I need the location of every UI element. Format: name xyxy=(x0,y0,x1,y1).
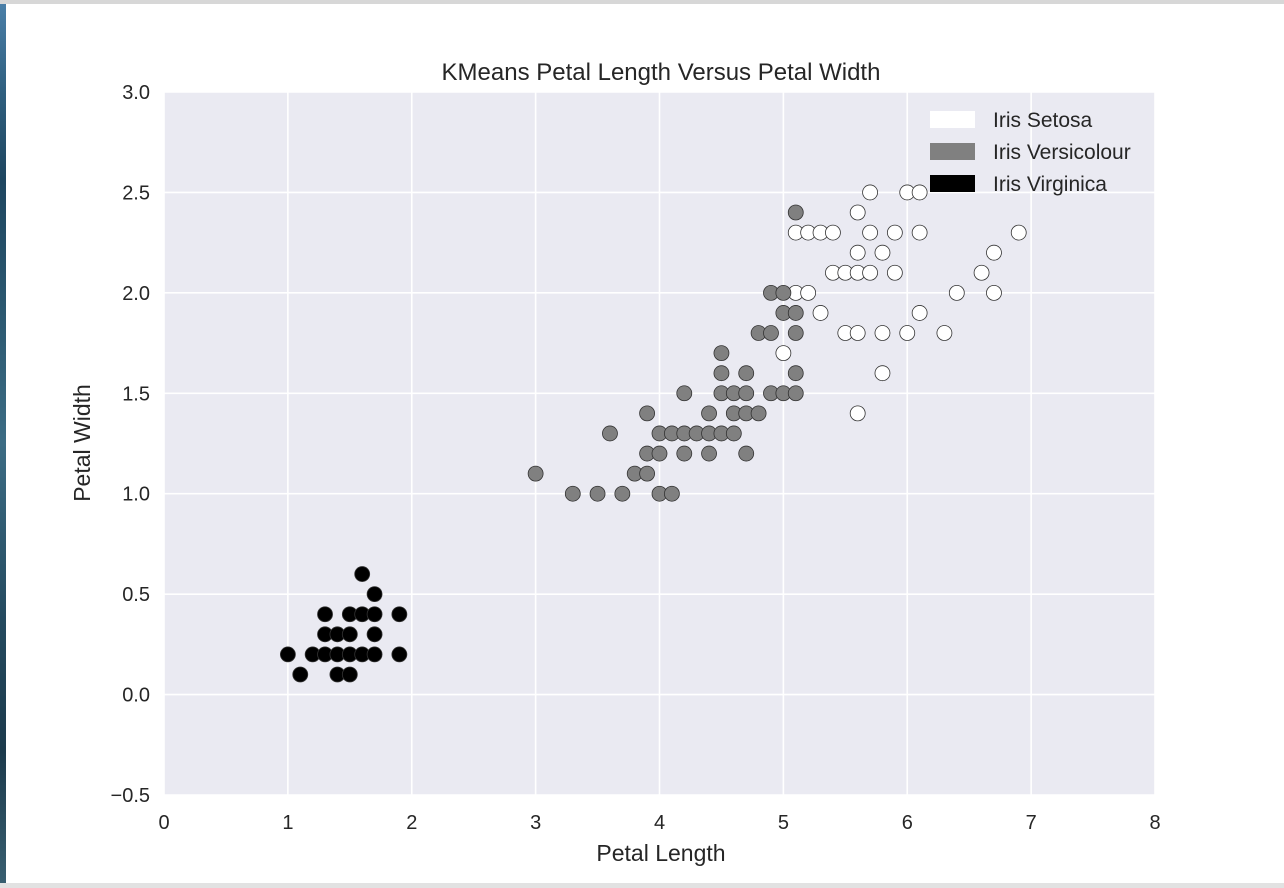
data-point-iris-setosa xyxy=(862,184,878,201)
data-point-iris-setosa xyxy=(973,264,990,281)
x-tick-label: 8 xyxy=(1149,812,1160,834)
data-point-iris-virginica xyxy=(341,666,358,683)
data-point-iris-versicolour xyxy=(738,385,755,402)
legend-label-virginica: Iris Virginica xyxy=(993,173,1107,196)
data-point-iris-versicolour xyxy=(787,365,804,382)
data-point-iris-setosa xyxy=(911,184,928,201)
data-point-iris-versicolour xyxy=(602,425,618,442)
x-tick-label: 4 xyxy=(654,812,665,834)
data-point-iris-versicolour xyxy=(589,485,606,502)
data-point-iris-versicolour xyxy=(713,365,730,382)
data-point-iris-setosa xyxy=(775,345,792,362)
data-point-iris-setosa xyxy=(948,284,965,301)
data-point-iris-versicolour xyxy=(676,385,693,402)
x-tick-label: 3 xyxy=(530,812,541,834)
data-point-iris-setosa xyxy=(849,325,866,341)
data-point-iris-setosa xyxy=(825,224,841,241)
data-point-iris-setosa xyxy=(874,325,891,341)
data-point-iris-versicolour xyxy=(651,445,668,462)
data-point-iris-versicolour xyxy=(713,345,730,362)
data-point-iris-setosa xyxy=(886,264,903,281)
data-point-iris-setosa xyxy=(849,204,866,221)
x-axis-title: Petal Length xyxy=(596,840,725,866)
chart-title: KMeans Petal Length Versus Petal Width xyxy=(442,59,881,86)
data-point-iris-versicolour xyxy=(738,445,755,462)
data-point-iris-setosa xyxy=(874,244,891,261)
data-point-iris-virginica xyxy=(391,646,408,663)
data-point-iris-versicolour xyxy=(787,204,804,221)
data-point-iris-setosa xyxy=(911,305,928,321)
tick-labels-layer: 0 1 2 3 4 5 6 7 8 −0.5 0.0 0.5 1.0 1.5 2.0 2.5 3.0 xyxy=(111,82,1161,834)
data-point-iris-virginica xyxy=(366,626,383,643)
legend-label-versicolour: Iris Versicolour xyxy=(993,141,1131,164)
data-point-iris-virginica xyxy=(279,646,296,663)
data-point-iris-versicolour xyxy=(787,305,804,321)
y-tick-label: 0.0 xyxy=(122,685,150,707)
data-point-iris-setosa xyxy=(986,284,1002,301)
data-point-iris-virginica xyxy=(354,566,371,582)
x-tick-label: 0 xyxy=(158,812,169,834)
data-point-iris-virginica xyxy=(341,626,358,643)
y-axis-title: Petal Width xyxy=(69,384,95,502)
data-point-iris-versicolour xyxy=(639,405,656,422)
data-point-iris-virginica xyxy=(366,586,383,603)
x-tick-label: 5 xyxy=(778,812,789,834)
window-top-border xyxy=(0,0,1284,4)
legend-swatch-setosa xyxy=(930,111,975,128)
data-point-iris-setosa xyxy=(886,224,903,241)
data-point-iris-virginica xyxy=(391,606,408,623)
y-tick-label: 2.5 xyxy=(122,182,150,204)
data-point-iris-versicolour xyxy=(787,385,804,402)
window-left-edge xyxy=(0,4,6,883)
data-point-iris-versicolour xyxy=(614,485,631,502)
y-tick-label: 1.5 xyxy=(122,383,150,405)
data-point-iris-virginica xyxy=(292,666,309,683)
data-point-iris-setosa xyxy=(936,325,953,341)
data-point-iris-versicolour xyxy=(639,465,656,482)
legend: Iris Setosa Iris Versicolour Iris Virgin… xyxy=(930,109,1131,196)
y-tick-label: −0.5 xyxy=(111,785,150,807)
legend-swatch-virginica xyxy=(930,175,975,192)
data-point-iris-setosa xyxy=(812,305,829,321)
data-point-iris-versicolour xyxy=(527,465,544,482)
x-tick-label: 1 xyxy=(282,812,293,834)
data-point-iris-setosa xyxy=(911,224,928,241)
data-point-iris-setosa xyxy=(862,264,878,281)
y-tick-label: 3.0 xyxy=(122,82,150,104)
data-point-iris-setosa xyxy=(899,325,916,341)
data-point-iris-versicolour xyxy=(763,325,779,341)
data-point-iris-setosa xyxy=(800,284,817,301)
y-tick-label: 1.0 xyxy=(122,484,150,506)
data-point-iris-setosa xyxy=(986,244,1002,261)
data-point-iris-versicolour xyxy=(663,485,680,502)
data-point-iris-versicolour xyxy=(738,365,755,382)
x-tick-label: 6 xyxy=(902,812,913,834)
x-tick-label: 2 xyxy=(406,812,417,834)
legend-label-setosa: Iris Setosa xyxy=(993,109,1093,132)
data-point-iris-versicolour xyxy=(775,284,792,301)
data-point-iris-virginica xyxy=(366,646,383,663)
data-points-layer xyxy=(279,184,1027,683)
data-point-iris-versicolour xyxy=(725,425,742,442)
data-point-iris-versicolour xyxy=(701,445,717,462)
data-point-iris-versicolour xyxy=(750,405,767,422)
y-tick-label: 2.0 xyxy=(122,283,150,305)
data-point-iris-versicolour xyxy=(676,445,693,462)
x-tick-label: 7 xyxy=(1026,812,1037,834)
y-tick-label: 0.5 xyxy=(122,584,150,606)
data-point-iris-setosa xyxy=(874,365,891,382)
window-bottom-border xyxy=(0,883,1284,888)
data-point-iris-virginica xyxy=(366,606,383,623)
data-point-iris-versicolour xyxy=(787,325,804,341)
data-point-iris-virginica xyxy=(317,606,333,623)
data-point-iris-setosa xyxy=(1010,224,1027,241)
data-point-iris-versicolour xyxy=(701,405,717,422)
data-point-iris-setosa xyxy=(849,244,866,261)
data-point-iris-setosa xyxy=(849,405,866,422)
data-point-iris-setosa xyxy=(862,224,878,241)
data-point-iris-versicolour xyxy=(564,485,581,502)
legend-swatch-versicolour xyxy=(930,143,975,160)
